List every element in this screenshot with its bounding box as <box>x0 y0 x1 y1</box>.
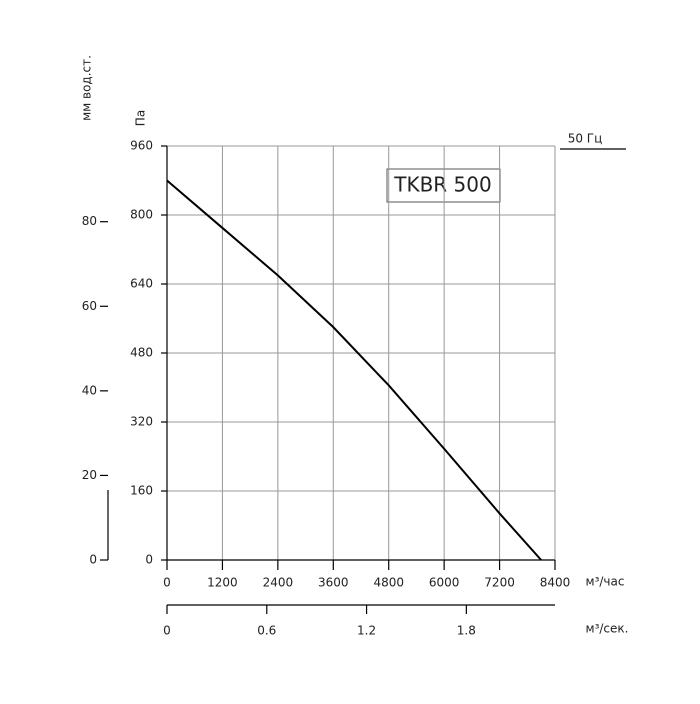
y2-tick-label: 0 <box>89 553 97 567</box>
y2-axis-label: мм вод.ст. <box>80 55 94 121</box>
x2-tick-label: 0.6 <box>257 624 276 638</box>
y2-tick-label: 40 <box>82 383 97 397</box>
y-tick-label: 480 <box>130 346 153 360</box>
x2-tick-label: 1.2 <box>357 624 376 638</box>
y2-tick-label: 80 <box>82 214 97 228</box>
y-tick-label: 800 <box>130 208 153 222</box>
y-axis-label: Па <box>134 110 148 126</box>
title-box <box>386 168 501 203</box>
x-tick-label: 8400 <box>540 576 571 590</box>
x-tick-label: 4800 <box>373 576 404 590</box>
x-axis-label: м³/час <box>586 575 625 589</box>
x2-tick-label: 0 <box>163 624 171 638</box>
x2-tick-label: 1.8 <box>457 624 476 638</box>
x-tick-label: 1200 <box>207 576 238 590</box>
y-tick-label: 160 <box>130 484 153 498</box>
frequency-label: 50 Гц <box>568 132 603 146</box>
x2-axis-label: м³/сек. <box>586 622 629 636</box>
x-tick-label: 6000 <box>429 576 460 590</box>
y-tick-label: 320 <box>130 415 153 429</box>
x-tick-label: 2400 <box>263 576 294 590</box>
y-tick-label: 960 <box>130 139 153 153</box>
y2-tick-label: 60 <box>82 299 97 313</box>
x-tick-label: 3600 <box>318 576 349 590</box>
y2-tick-label: 20 <box>82 468 97 482</box>
chart-title: TKBR 500 <box>393 173 491 197</box>
y-tick-label: 0 <box>145 553 153 567</box>
x-tick-label: 0 <box>163 576 171 590</box>
y-tick-label: 640 <box>130 277 153 291</box>
curve <box>166 179 542 561</box>
x-tick-label: 7200 <box>484 576 515 590</box>
